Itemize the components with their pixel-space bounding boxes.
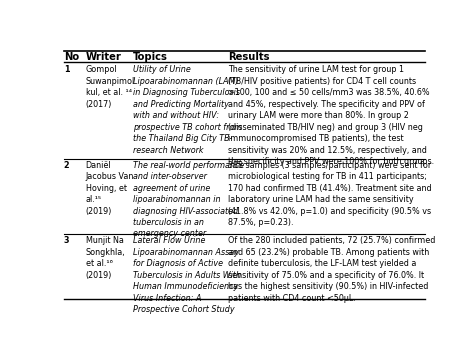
Text: Utility of Urine
Lipoarabinomannan (LAM)
in Diagnosing Tuberculosis
and Predicti: Utility of Urine Lipoarabinomannan (LAM)… — [133, 65, 242, 155]
Text: 3: 3 — [64, 237, 69, 245]
Text: Writer: Writer — [86, 53, 121, 62]
Text: Results: Results — [228, 53, 270, 62]
Text: Of the 280 included patients, 72 (25.7%) confirmed
and 65 (23.2%) probable TB. A: Of the 280 included patients, 72 (25.7%)… — [228, 237, 436, 303]
Text: The sensitivity of urine LAM test for group 1
(TB/HIV positive patients) for CD4: The sensitivity of urine LAM test for gr… — [228, 65, 434, 166]
Text: 388 samples (3 samples/participant) were sent for
microbiological testing for TB: 388 samples (3 samples/participant) were… — [228, 161, 432, 227]
Text: Lateral Flow Urine
Lipoarabinomannan Assay
for Diagnosis of Active
Tuberculosis : Lateral Flow Urine Lipoarabinomannan Ass… — [133, 237, 241, 314]
Text: Munjit Na
Songkhla,
et al.¹⁶
(2019): Munjit Na Songkhla, et al.¹⁶ (2019) — [86, 237, 125, 280]
Text: Gompol
Suwanpimol
kul, et al. ¹⁴
(2017): Gompol Suwanpimol kul, et al. ¹⁴ (2017) — [86, 65, 135, 109]
Text: No: No — [64, 53, 79, 62]
Text: 2: 2 — [64, 161, 69, 170]
Text: 1: 1 — [64, 65, 69, 75]
Text: Topics: Topics — [133, 53, 168, 62]
Text: The real-world performance
and inter-observer
agreement of urine
lipoarabinomann: The real-world performance and inter-obs… — [133, 161, 244, 238]
Text: Daniël
Jacobus Van
Hoving, et
al.¹⁵
(2019): Daniël Jacobus Van Hoving, et al.¹⁵ (201… — [86, 161, 134, 216]
